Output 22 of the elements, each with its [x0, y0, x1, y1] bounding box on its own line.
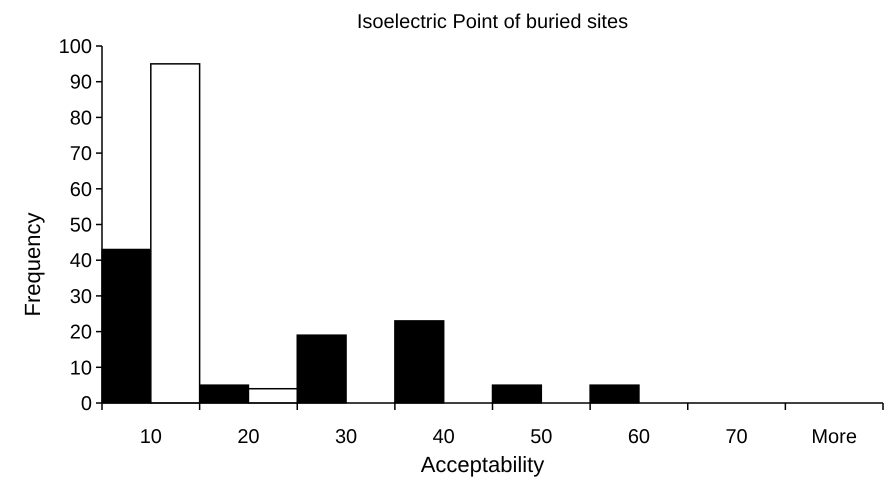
x-tick-label: 10: [140, 426, 162, 448]
x-tick-label: 30: [334, 426, 358, 448]
y-tick-label: 20: [70, 322, 92, 344]
x-tick-label: 60: [628, 426, 650, 448]
y-tick-label: 60: [70, 178, 92, 201]
x-axis-title: Acceptability: [420, 452, 544, 477]
x-tick-label: 20: [237, 426, 260, 448]
x-tick-label: More: [811, 426, 857, 448]
y-tick-label: 30: [70, 286, 92, 308]
y-axis-title: Frequency: [20, 212, 45, 316]
y-tick-label: 100: [58, 36, 92, 58]
y-tick-label: 50: [70, 214, 92, 236]
chart-title: Isoelectric Point of buried sites: [356, 11, 628, 33]
x-tick-label: 50: [530, 426, 552, 448]
y-tick-label: 0: [80, 393, 92, 415]
y-tick-label: 90: [70, 72, 92, 94]
y-tick-label: 40: [70, 250, 92, 272]
y-tick-label: 10: [70, 357, 92, 380]
x-tick-label: 70: [725, 426, 748, 448]
y-tick-label: 70: [70, 143, 92, 166]
x-tick-label: 40: [432, 426, 455, 448]
y-tick-label: 80: [70, 107, 92, 130]
